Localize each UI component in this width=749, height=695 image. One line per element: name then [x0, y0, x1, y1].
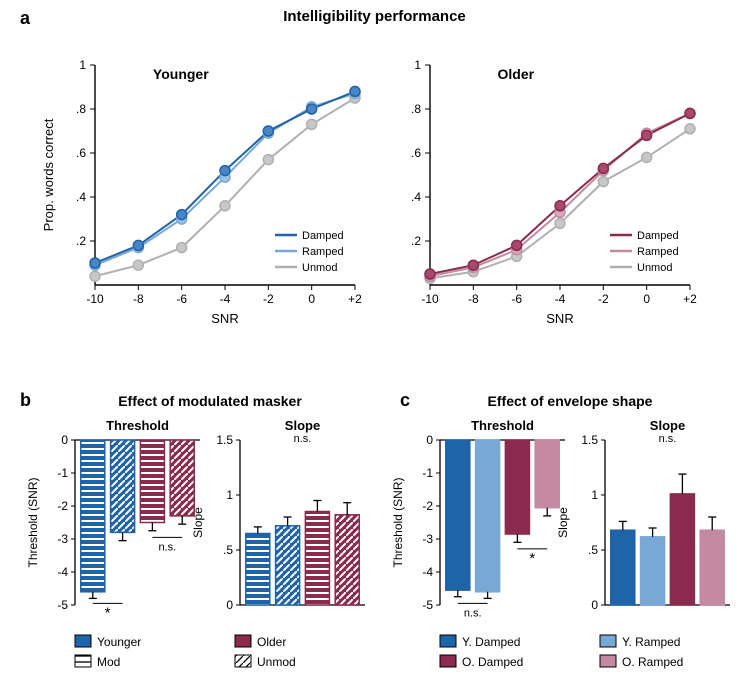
svg-text:-8: -8	[133, 292, 144, 306]
svg-text:-2: -2	[57, 499, 68, 513]
svg-text:Prop. words correct: Prop. words correct	[41, 118, 56, 231]
svg-text:-3: -3	[57, 532, 68, 546]
chart-younger: -10 -8 -6 -4 -2 0 +2 .2 .4 .6 .8 1 SNR Prop. words co…	[35, 35, 395, 355]
svg-text:-6: -6	[176, 292, 187, 306]
svg-text:.8: .8	[411, 102, 421, 116]
svg-text:0: 0	[226, 598, 233, 612]
legend-panel-c: Y. Damped Y. Ramped O. Damped O. Ramped	[440, 635, 749, 685]
svg-text:Unmod: Unmod	[302, 262, 337, 274]
svg-text:.2: .2	[76, 234, 86, 248]
svg-text:-6: -6	[511, 292, 522, 306]
svg-text:1: 1	[226, 488, 233, 502]
svg-text:-5: -5	[57, 598, 68, 612]
svg-text:-10: -10	[86, 292, 104, 306]
svg-text:Threshold (SNR): Threshold (SNR)	[391, 477, 405, 567]
chart-c-slope: 0.511.5SlopeSlopen.s.	[550, 410, 749, 645]
svg-text:Y. Ramped: Y. Ramped	[622, 635, 680, 649]
svg-text:-2: -2	[598, 292, 609, 306]
svg-text:.2: .2	[411, 234, 421, 248]
svg-text:Y. Damped: Y. Damped	[462, 635, 520, 649]
svg-text:O. Damped: O. Damped	[462, 655, 523, 669]
svg-text:Younger: Younger	[153, 66, 209, 82]
svg-text:.8: .8	[76, 102, 86, 116]
svg-text:0: 0	[308, 292, 315, 306]
svg-text:Ramped: Ramped	[302, 246, 344, 258]
svg-text:+2: +2	[683, 292, 697, 306]
svg-text:Slope: Slope	[191, 507, 205, 538]
svg-text:1.5: 1.5	[581, 433, 598, 447]
svg-text:SNR: SNR	[211, 311, 238, 326]
svg-text:Mod: Mod	[97, 655, 120, 669]
svg-text:*: *	[529, 550, 535, 567]
svg-text:-1: -1	[422, 466, 433, 480]
chart-older: -10 -8 -6 -4 -2 0 +2 .2 .4 .6 .8 1 SNR Older Damped Ram…	[370, 35, 730, 355]
svg-text:Older: Older	[498, 66, 535, 82]
svg-text:-1: -1	[57, 466, 68, 480]
svg-text:-3: -3	[422, 532, 433, 546]
svg-text:.5: .5	[588, 543, 598, 557]
svg-text:n.s.: n.s.	[464, 607, 482, 619]
svg-text:1: 1	[591, 488, 598, 502]
svg-text:Damped: Damped	[302, 230, 344, 242]
svg-text:-8: -8	[468, 292, 479, 306]
svg-text:0: 0	[643, 292, 650, 306]
svg-text:-4: -4	[57, 565, 68, 579]
svg-text:.6: .6	[411, 146, 421, 160]
panel-a-title: Intelligibility performance	[0, 8, 749, 25]
svg-text:Younger: Younger	[97, 635, 141, 649]
svg-text:.4: .4	[411, 190, 421, 204]
svg-text:Older: Older	[257, 635, 286, 649]
panel-c-title: Effect of envelope shape	[400, 393, 740, 409]
svg-text:-5: -5	[422, 598, 433, 612]
svg-text:n.s.: n.s.	[659, 433, 677, 445]
svg-text:+2: +2	[348, 292, 362, 306]
svg-text:Slope: Slope	[650, 418, 685, 433]
svg-text:-2: -2	[422, 499, 433, 513]
svg-text:-10: -10	[421, 292, 439, 306]
svg-text:n.s.: n.s.	[158, 541, 176, 553]
svg-text:n.s.: n.s.	[294, 433, 312, 445]
svg-text:.5: .5	[223, 543, 233, 557]
svg-text:Threshold: Threshold	[471, 418, 534, 433]
svg-text:Damped: Damped	[637, 230, 679, 242]
svg-text:Threshold (SNR): Threshold (SNR)	[26, 477, 40, 567]
svg-text:-2: -2	[263, 292, 274, 306]
svg-text:O. Ramped: O. Ramped	[622, 655, 683, 669]
chart-b-slope: 0.511.5SlopeSlopen.s.	[185, 410, 400, 645]
svg-text:1: 1	[79, 58, 86, 72]
svg-text:1: 1	[414, 58, 421, 72]
svg-text:SNR: SNR	[546, 311, 573, 326]
panel-b-label: b	[20, 390, 31, 411]
legend-panel-b: Younger Older Mod Unmod	[75, 635, 435, 685]
svg-text:-4: -4	[422, 565, 433, 579]
svg-text:.6: .6	[76, 146, 86, 160]
svg-text:-4: -4	[220, 292, 231, 306]
svg-text:0: 0	[426, 433, 433, 447]
svg-text:Unmod: Unmod	[257, 655, 296, 669]
svg-text:Ramped: Ramped	[637, 246, 679, 258]
svg-text:0: 0	[591, 598, 598, 612]
svg-text:Threshold: Threshold	[106, 418, 169, 433]
svg-text:1.5: 1.5	[216, 433, 233, 447]
svg-text:Unmod: Unmod	[637, 262, 672, 274]
svg-text:0: 0	[61, 433, 68, 447]
panel-b-title: Effect of modulated masker	[40, 393, 380, 409]
svg-text:-4: -4	[555, 292, 566, 306]
svg-text:*: *	[105, 604, 111, 621]
svg-text:Slope: Slope	[556, 507, 570, 538]
svg-text:Slope: Slope	[285, 418, 320, 433]
svg-text:.4: .4	[76, 190, 86, 204]
